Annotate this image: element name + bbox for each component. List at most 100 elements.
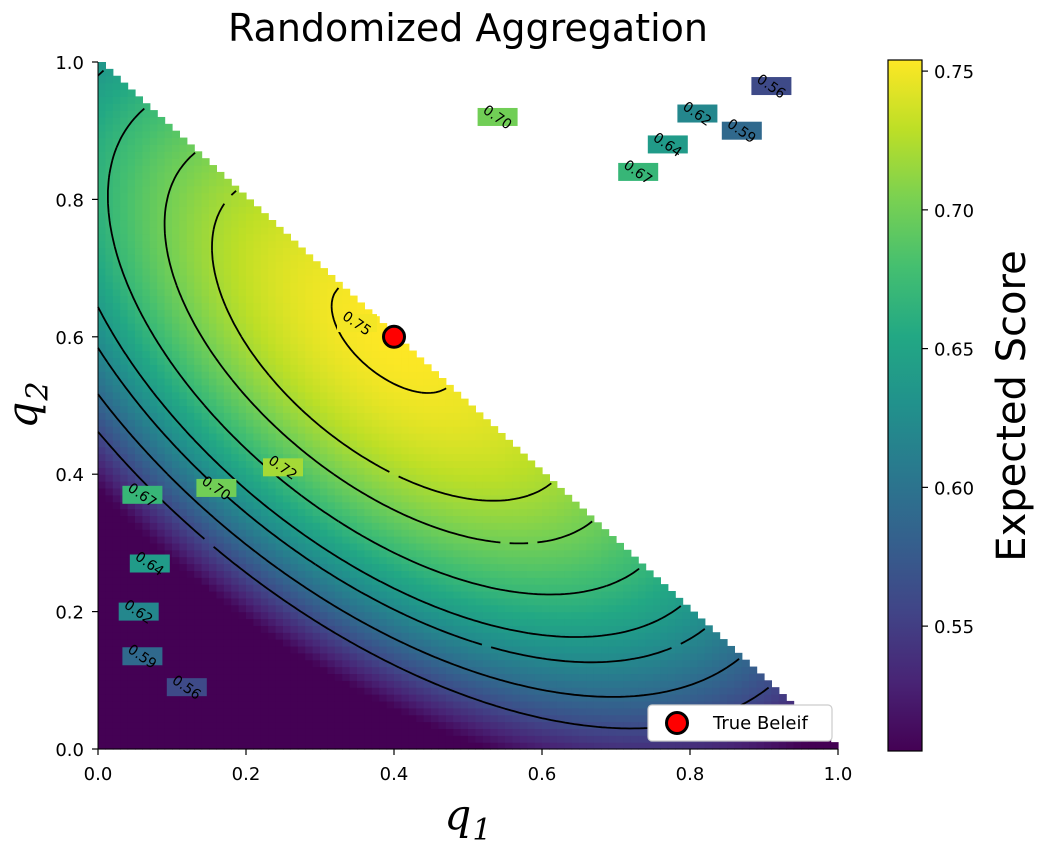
heatmap-cell (586, 611, 595, 620)
heatmap-cell (327, 536, 336, 544)
heatmap-cell (246, 274, 254, 283)
heatmap-cell (157, 178, 166, 187)
heatmap-cell (556, 508, 565, 517)
heatmap-cell (290, 274, 299, 283)
heatmap-cell (135, 226, 143, 235)
heatmap-cell (260, 721, 269, 729)
heatmap-cell (445, 391, 454, 400)
heatmap-cell (475, 577, 484, 585)
heatmap-cell (327, 453, 336, 462)
heatmap-cell (497, 536, 506, 544)
heatmap-cell (342, 735, 351, 743)
heatmap-cell (445, 522, 454, 530)
heatmap-cell (549, 735, 558, 743)
heatmap-cell (556, 700, 565, 709)
heatmap-cell (194, 700, 203, 709)
heatmap-cell (379, 673, 388, 681)
heatmap-cell (571, 728, 580, 736)
heatmap-cell (172, 419, 180, 427)
heatmap-cell (290, 350, 299, 359)
heatmap-cell (593, 714, 602, 723)
heatmap-cell (645, 625, 654, 633)
heatmap-cell (349, 577, 358, 585)
heatmap-cell (423, 474, 432, 482)
x-axis-label-symbol: q (444, 790, 472, 839)
heatmap-cell (186, 412, 195, 420)
heatmap-cell (157, 673, 166, 681)
heatmap-cell (638, 632, 647, 640)
heatmap-cell (164, 233, 173, 242)
heatmap-cell (142, 357, 151, 365)
heatmap-cell (667, 604, 676, 613)
heatmap-cell (364, 714, 373, 723)
heatmap-cell (253, 274, 262, 283)
heatmap-cell (305, 384, 314, 393)
heatmap-cell (534, 501, 543, 510)
heatmap-cell (120, 666, 129, 675)
heatmap-cell (320, 632, 328, 640)
heatmap-cell (749, 742, 758, 750)
heatmap-cell (505, 570, 513, 578)
heatmap-cell (727, 666, 735, 675)
heatmap-cell (379, 350, 388, 359)
heatmap-cell (172, 158, 180, 166)
heatmap-cell (164, 309, 173, 317)
heatmap-cell (364, 453, 373, 462)
heatmap-cell (172, 268, 180, 276)
heatmap-cell (364, 336, 373, 345)
heatmap-cell (253, 611, 262, 620)
heatmap-cell (142, 309, 151, 317)
heatmap-cell (431, 659, 439, 668)
heatmap-cell (534, 542, 543, 551)
heatmap-cell (342, 494, 351, 503)
heatmap-cell (630, 714, 639, 723)
heatmap-cell (201, 185, 210, 194)
heatmap-cell (512, 446, 521, 455)
heatmap-cell (157, 474, 166, 482)
heatmap-cell (253, 536, 262, 544)
heatmap-cell (112, 137, 121, 146)
heatmap-cell (216, 302, 225, 310)
heatmap-cell (408, 350, 417, 359)
heatmap-cell (482, 687, 491, 695)
heatmap-cell (201, 501, 210, 510)
heatmap-cell (275, 508, 284, 517)
heatmap-cell (482, 645, 491, 654)
heatmap-cell (246, 714, 254, 723)
heatmap-cell (268, 536, 277, 544)
heatmap-cell (216, 371, 225, 379)
heatmap-cell (275, 391, 284, 400)
heatmap-cell (623, 570, 632, 578)
heatmap-cell (571, 721, 580, 729)
heatmap-cell (349, 474, 358, 482)
heatmap-cell (334, 501, 343, 510)
heatmap-cell (327, 508, 336, 517)
heatmap-cell (505, 453, 513, 462)
heatmap-cell (453, 481, 462, 489)
heatmap-cell (312, 481, 321, 489)
heatmap-cell (290, 687, 299, 695)
heatmap-cell (431, 645, 439, 654)
heatmap-cell (157, 137, 166, 146)
heatmap-cell (519, 721, 528, 729)
heatmap-cell (142, 391, 151, 400)
heatmap-cell (120, 336, 129, 345)
heatmap-cell (327, 590, 336, 599)
heatmap-cell (334, 700, 343, 709)
heatmap-cell (194, 426, 203, 434)
heatmap-cell (601, 604, 610, 613)
heatmap-cell (260, 659, 269, 668)
heatmap-cell (608, 604, 617, 613)
heatmap-cell (260, 357, 269, 365)
heatmap-cell (542, 659, 550, 668)
heatmap-cell (209, 453, 217, 462)
heatmap-cell (357, 556, 365, 565)
heatmap-cell (364, 666, 373, 675)
heatmap-cell (283, 563, 291, 571)
heatmap-cell (105, 666, 114, 675)
heatmap-cell (371, 378, 380, 386)
heatmap-cell (231, 357, 240, 365)
heatmap-cell (253, 467, 262, 475)
heatmap-cell (445, 714, 454, 723)
heatmap-cell (260, 336, 269, 345)
